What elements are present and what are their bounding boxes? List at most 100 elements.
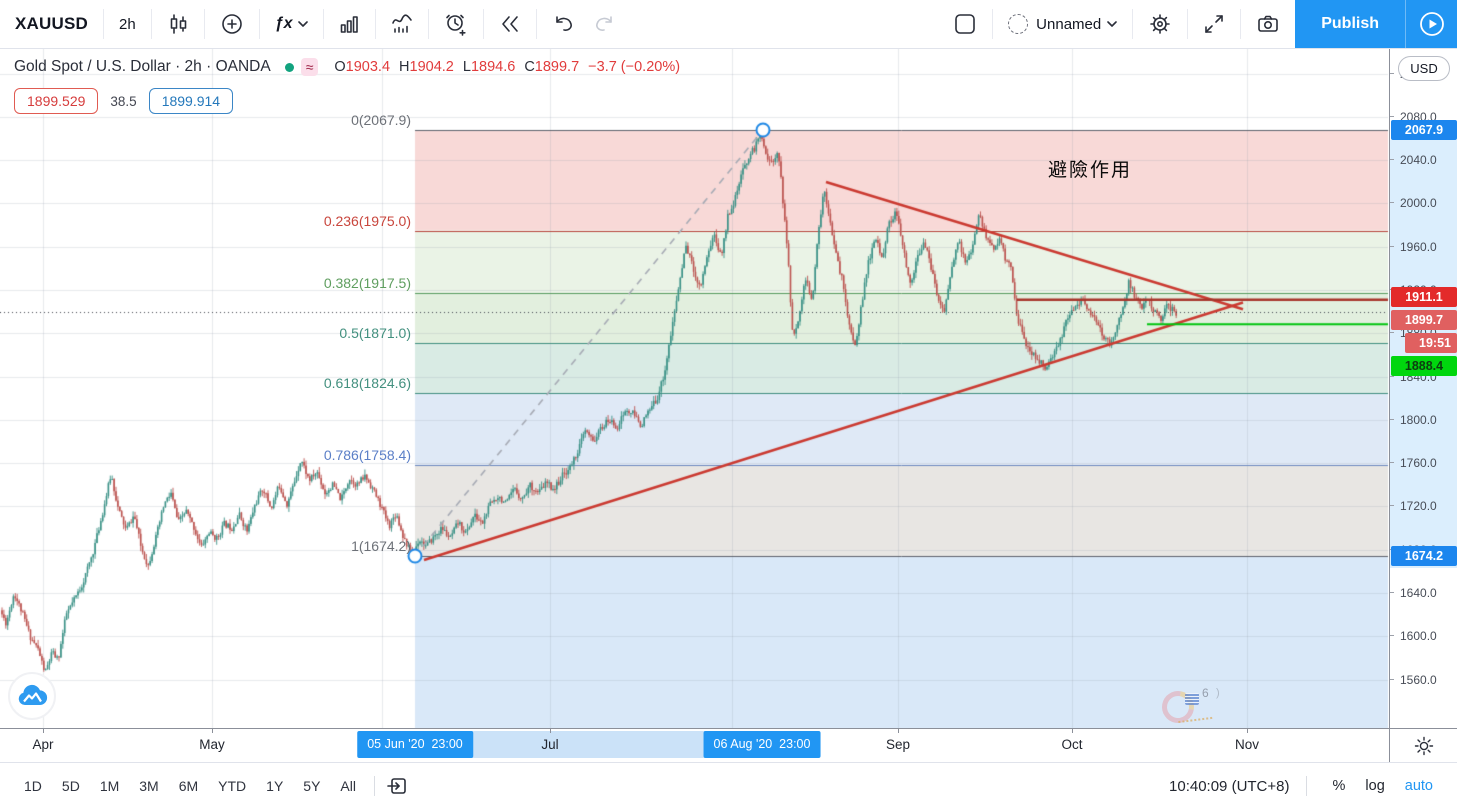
- fullscreen-icon: [1205, 15, 1224, 33]
- tick-dash: [1390, 375, 1394, 377]
- top-toolbar: XAUUSD 2h ƒx: [0, 0, 1457, 49]
- range-button-all[interactable]: All: [340, 778, 356, 794]
- layout-square-icon: [955, 14, 975, 34]
- layout-menu-button[interactable]: Unnamed: [993, 0, 1132, 48]
- go-to-date-button[interactable]: [387, 775, 409, 797]
- sell-price-button[interactable]: 1899.529: [14, 88, 99, 114]
- ohlc-pair: C1899.7: [524, 59, 580, 75]
- price-tick-label: 1720.0: [1390, 498, 1457, 514]
- price-float-label: 1911.1: [1391, 287, 1457, 307]
- month-label: Oct: [1061, 737, 1083, 752]
- tick-dash: [1390, 505, 1394, 507]
- auto-scale-button[interactable]: auto: [1404, 778, 1433, 794]
- price-float-label: 1888.4: [1391, 356, 1457, 376]
- separator: [428, 9, 430, 39]
- separator: [1187, 9, 1189, 39]
- date-ranges: 1D 5D 1M 3M 6M YTD 1Y 5Y All: [14, 772, 366, 800]
- tick-dash: [1390, 332, 1394, 334]
- fib-level-label[interactable]: 0.5(1871.0): [339, 325, 411, 342]
- theme-corner: [1389, 728, 1457, 762]
- separator: [375, 9, 377, 39]
- bar-replay-button[interactable]: [484, 0, 536, 48]
- chart-provider-logo[interactable]: [8, 672, 56, 720]
- range-button-1d[interactable]: 1D: [24, 778, 42, 794]
- undo-icon[interactable]: [553, 14, 575, 34]
- indicators-button[interactable]: ƒx: [260, 0, 324, 48]
- fib-level-label[interactable]: 0.236(1975.0): [323, 212, 411, 229]
- chart-area: Gold Spot / U.S. Dollar · 2h · OANDA ≈ O…: [0, 49, 1389, 730]
- fib-level-label[interactable]: 0(2067.9): [351, 112, 411, 128]
- range-button-5d[interactable]: 5D: [61, 778, 80, 794]
- fib-range-highlight: [1390, 140, 1457, 568]
- range-button-6m[interactable]: 6M: [178, 778, 199, 794]
- interval-button[interactable]: 2h: [119, 15, 136, 33]
- tick-dash: [1390, 159, 1394, 161]
- alert-button[interactable]: [429, 0, 483, 48]
- fib-anchor-date-label: 06 Aug '20 23:00: [703, 731, 821, 758]
- fib-level-label[interactable]: 0.786(1758.4): [323, 446, 411, 463]
- publish-button[interactable]: Publish: [1295, 0, 1405, 48]
- fib-level-label[interactable]: 1(1674.2): [351, 537, 411, 554]
- percent-scale-button[interactable]: %: [1332, 778, 1346, 794]
- month-label: Apr: [32, 737, 54, 752]
- price-axis[interactable]: 2120.02080.02040.02000.01960.01920.01880…: [1389, 49, 1457, 728]
- spread-value: 38.5: [110, 93, 137, 109]
- price-tick-label: 1800.0: [1390, 412, 1457, 428]
- time-axis[interactable]: Apr May Jul Sep Oct Nov 05 Jun '20 23:00 06 Au…: [0, 728, 1389, 762]
- range-button-1y[interactable]: 1Y: [266, 778, 284, 794]
- text-annotation[interactable]: 避險作用: [1048, 160, 1133, 181]
- bid-ask-row: 1899.529 38.5 1899.914: [14, 88, 234, 114]
- watchlist-toggle-button[interactable]: [938, 0, 992, 48]
- camera-icon: [1258, 15, 1279, 32]
- range-button-1m[interactable]: 1M: [99, 778, 120, 794]
- price-float-label: 19:51: [1405, 333, 1457, 353]
- cloud-chart-icon: [18, 684, 48, 706]
- range-button-3m[interactable]: 3M: [139, 778, 159, 794]
- range-button-ytd[interactable]: YTD: [218, 778, 247, 794]
- templates-button[interactable]: [324, 0, 375, 48]
- cloud-save-icon: [1008, 14, 1029, 34]
- fib-anchor-date-label: 05 Jun '20 23:00: [357, 731, 473, 758]
- indicator-templates-button[interactable]: [376, 0, 428, 48]
- month-label: Sep: [885, 737, 911, 752]
- session-clock[interactable]: 10:40:09 (UTC+8): [1169, 777, 1290, 795]
- separator: [1305, 776, 1307, 796]
- settings-button[interactable]: [1133, 0, 1187, 48]
- change-value: −3.7 (−0.20%): [588, 59, 681, 75]
- tick-dash: [1390, 678, 1394, 680]
- time-tick: [212, 729, 213, 733]
- fullscreen-button[interactable]: [1188, 0, 1240, 48]
- fib-level-label[interactable]: 0.618(1824.6): [323, 375, 411, 392]
- separator: [323, 9, 325, 39]
- separator: [536, 9, 538, 39]
- replay-rewind-icon: [502, 16, 519, 32]
- currency-toggle-button[interactable]: USD: [1398, 56, 1450, 81]
- separator: [150, 9, 152, 39]
- price-tick-label: 2000.0: [1390, 195, 1457, 211]
- publish-play-button[interactable]: [1405, 0, 1457, 48]
- redo-icon[interactable]: [593, 14, 615, 34]
- range-button-5y[interactable]: 5Y: [303, 778, 321, 794]
- separator: [1240, 9, 1242, 39]
- tick-dash: [1390, 635, 1394, 637]
- chart-style-button[interactable]: [152, 0, 204, 48]
- ohlc-values: O1903.4 H1904.2 L1894.6 C1899.7 −3.7 (−0.20%…: [334, 59, 680, 75]
- buy-price-button[interactable]: 1899.914: [148, 88, 234, 114]
- month-label: Nov: [1234, 737, 1260, 752]
- log-scale-button[interactable]: log: [1365, 778, 1385, 794]
- snapshot-button[interactable]: [1241, 0, 1295, 48]
- time-tick: [1247, 729, 1248, 733]
- sun-theme-icon[interactable]: [1414, 736, 1434, 756]
- compare-button[interactable]: [205, 0, 259, 48]
- watermark-logo: 6 ): [1155, 684, 1236, 730]
- fib-level-label[interactable]: 0.382(1917.5): [323, 274, 411, 291]
- price-chart-canvas[interactable]: [0, 49, 1389, 728]
- watermark-text2: ): [1216, 687, 1220, 699]
- watermark-grid-icon: [1185, 693, 1199, 705]
- calendar-arrow-icon: [387, 778, 406, 794]
- symbol-button[interactable]: XAUUSD: [15, 14, 88, 33]
- legend-title[interactable]: Gold Spot / U.S. Dollar · 2h · OANDA: [14, 58, 271, 75]
- chevron-down-icon: [298, 20, 309, 27]
- tick-dash: [1390, 115, 1394, 117]
- separator: [203, 9, 205, 39]
